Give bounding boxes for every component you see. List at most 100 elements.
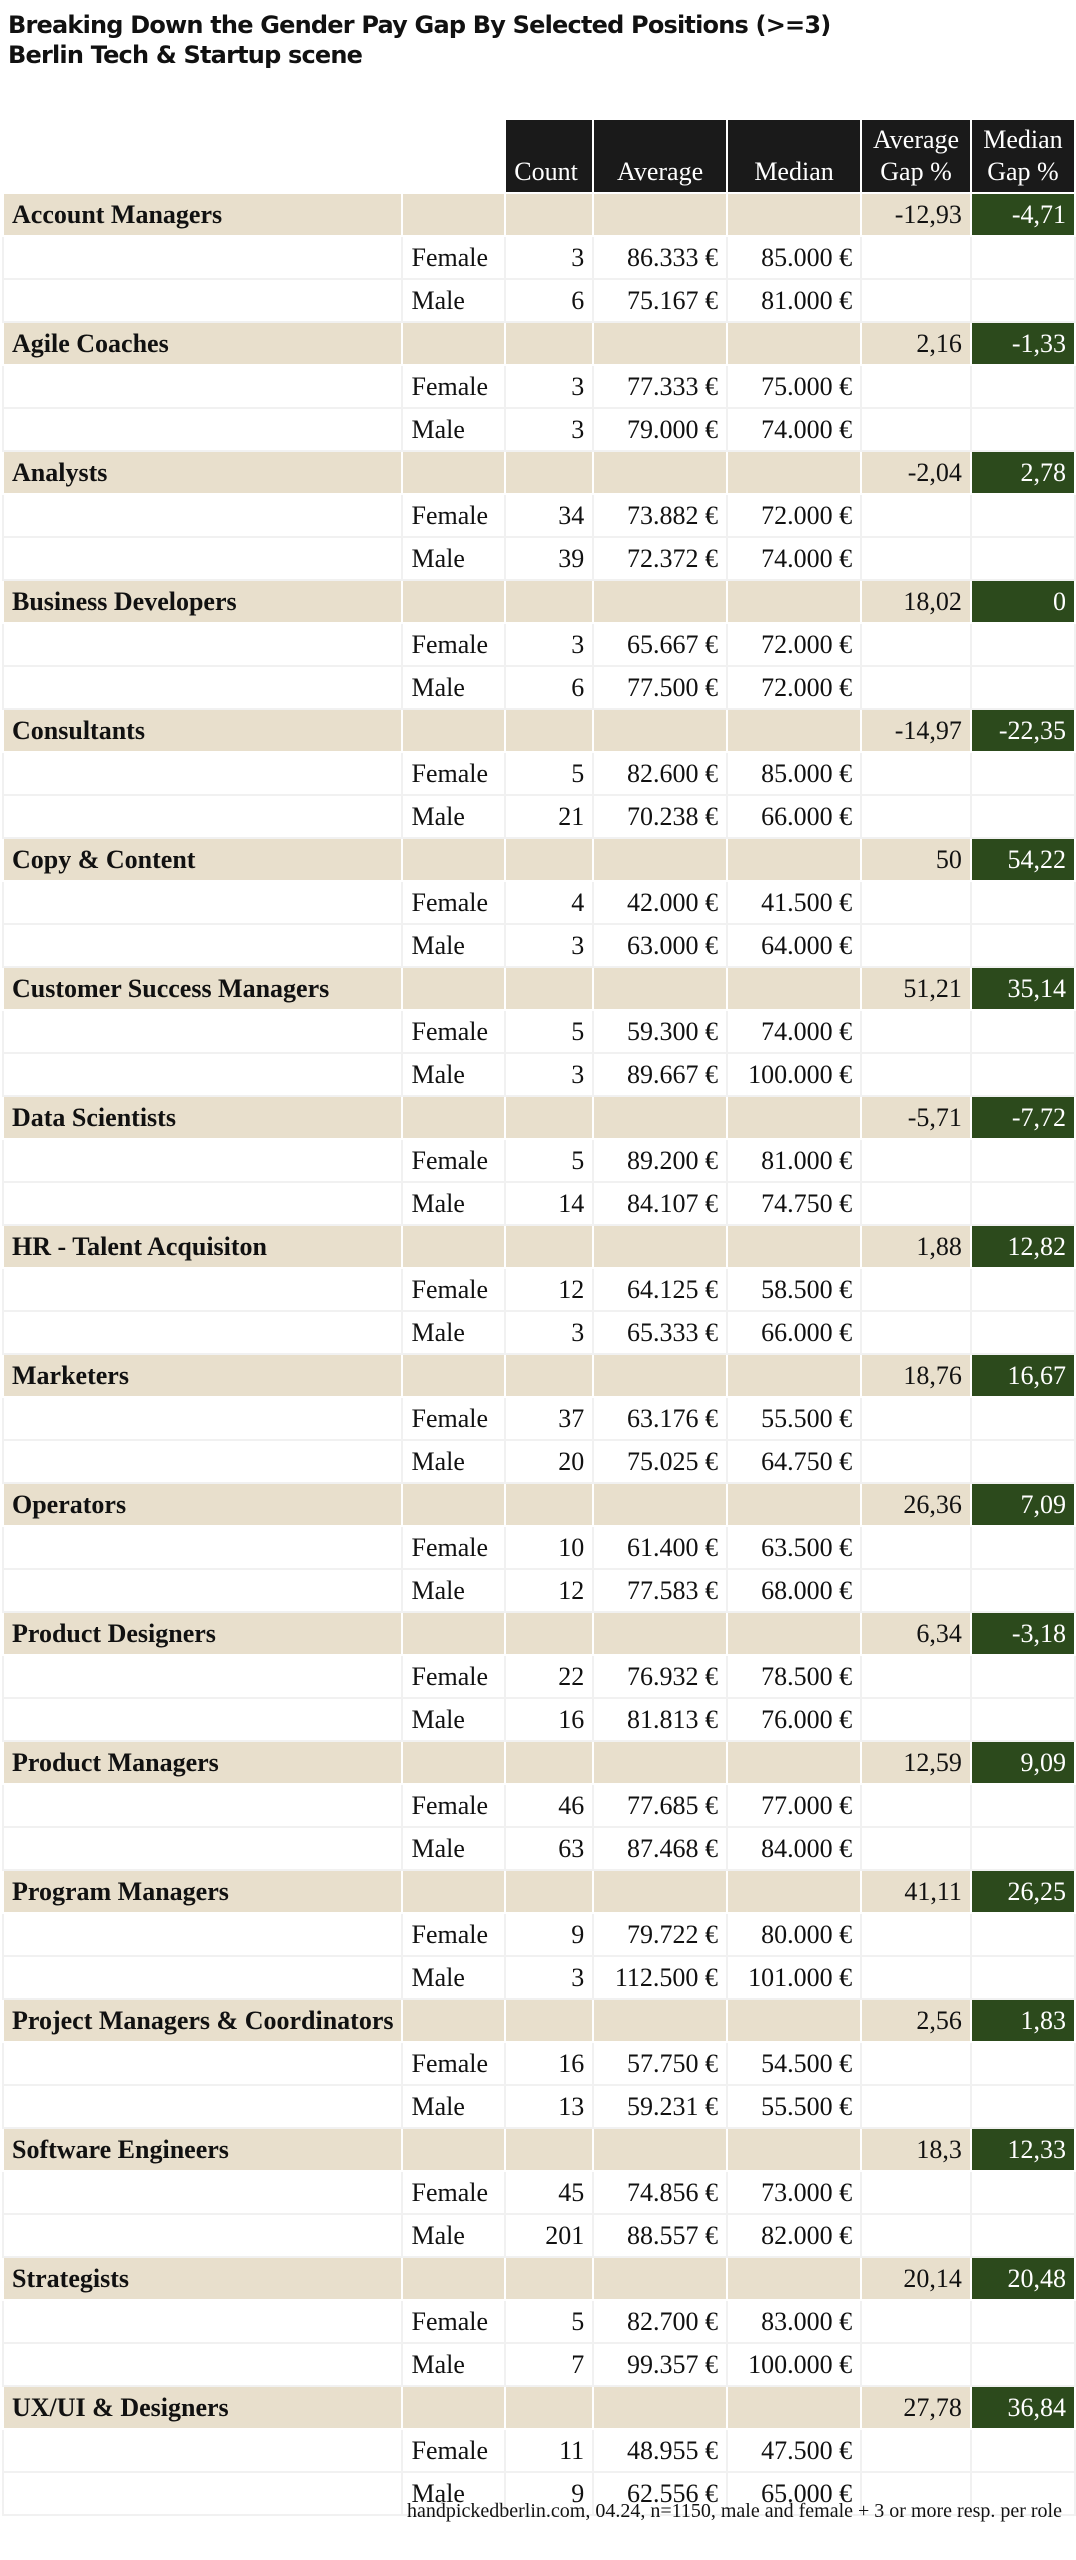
average-gap: -2,04	[860, 450, 972, 495]
empty-cell	[725, 708, 863, 753]
empty-cell	[1, 2299, 404, 2344]
gender: Female	[401, 364, 507, 409]
count: 46	[504, 1783, 595, 1828]
empty-cell	[1, 2342, 404, 2387]
gender: Male	[401, 1310, 507, 1355]
empty-cell	[725, 321, 863, 366]
average-gap: 18,76	[860, 1353, 972, 1398]
empty-cell	[969, 1052, 1076, 1097]
average-salary: 87.468 €	[592, 1826, 728, 1871]
empty-cell	[1, 751, 404, 796]
empty-cell	[860, 407, 972, 452]
average-gap: 2,56	[860, 1998, 972, 2043]
table-row: Male 3 112.500 €101.000 €	[1, 1955, 1076, 2000]
median-salary: 58.500 €	[725, 1267, 863, 1312]
empty-cell	[860, 1396, 972, 1441]
empty-cell	[401, 966, 507, 1011]
average-salary: 64.125 €	[592, 1267, 728, 1312]
empty-cell	[860, 665, 972, 710]
group-row: Agile Coaches 2,16 -1,33	[1, 321, 1076, 366]
median-salary: 85.000 €	[725, 751, 863, 796]
median-salary: 66.000 €	[725, 1310, 863, 1355]
empty-cell	[969, 1568, 1076, 1613]
count: 16	[504, 1697, 595, 1742]
empty-cell	[969, 1783, 1076, 1828]
empty-cell	[969, 493, 1076, 538]
table-row: Male 3 63.000 €64.000 €	[1, 923, 1076, 968]
group-row: Marketers 18,76 16,67	[1, 1353, 1076, 1398]
average-gap: -12,93	[860, 192, 972, 237]
median-salary: 63.500 €	[725, 1525, 863, 1570]
average-salary: 65.667 €	[592, 622, 728, 667]
median-gap: 16,67	[969, 1353, 1076, 1398]
median-salary: 73.000 €	[725, 2170, 863, 2215]
empty-cell	[1, 1267, 404, 1312]
median-salary: 76.000 €	[725, 1697, 863, 1742]
count: 3	[504, 364, 595, 409]
empty-cell	[969, 2213, 1076, 2258]
gender: Male	[401, 923, 507, 968]
gender: Male	[401, 536, 507, 581]
gender: Male	[401, 2084, 507, 2129]
gender: Male	[401, 407, 507, 452]
median-salary: 64.000 €	[725, 923, 863, 968]
empty-cell	[969, 235, 1076, 280]
median-gap: 12,82	[969, 1224, 1076, 1269]
count: 3	[504, 1310, 595, 1355]
empty-cell	[860, 1826, 972, 1871]
median-salary: 101.000 €	[725, 1955, 863, 2000]
table-row: Female 11 48.955 €47.500 €	[1, 2428, 1076, 2473]
count: 201	[504, 2213, 595, 2258]
gender: Female	[401, 1783, 507, 1828]
average-gap: 27,78	[860, 2385, 972, 2430]
empty-cell	[1, 1525, 404, 1570]
median-salary: 81.000 €	[725, 1138, 863, 1183]
average-salary: 82.700 €	[592, 2299, 728, 2344]
empty-cell	[504, 321, 595, 366]
empty-cell	[860, 1267, 972, 1312]
average-salary: 48.955 €	[592, 2428, 728, 2473]
empty-cell	[725, 966, 863, 1011]
empty-cell	[1, 923, 404, 968]
position-name: Copy & Content	[1, 837, 404, 882]
empty-cell	[725, 1869, 863, 1914]
median-gap: 36,84	[969, 2385, 1076, 2430]
count: 12	[504, 1267, 595, 1312]
position-name: HR - Talent Acquisiton	[1, 1224, 404, 1269]
gender: Female	[401, 751, 507, 796]
empty-cell	[1, 1439, 404, 1484]
median-salary: 72.000 €	[725, 493, 863, 538]
empty-cell	[860, 1783, 972, 1828]
empty-cell	[592, 2385, 728, 2430]
empty-cell	[860, 1138, 972, 1183]
group-row: UX/UI & Designers 27,78 36,84	[1, 2385, 1076, 2430]
median-salary: 80.000 €	[725, 1912, 863, 1957]
median-salary: 74.000 €	[725, 407, 863, 452]
average-salary: 75.167 €	[592, 278, 728, 323]
empty-cell	[969, 536, 1076, 581]
average-salary: 59.300 €	[592, 1009, 728, 1054]
gender: Female	[401, 2428, 507, 2473]
median-salary: 64.750 €	[725, 1439, 863, 1484]
empty-cell	[860, 2471, 972, 2516]
median-salary: 55.500 €	[725, 2084, 863, 2129]
empty-cell	[592, 1224, 728, 1269]
group-row: Data Scientists -5,71 -7,72	[1, 1095, 1076, 1140]
empty-cell	[969, 751, 1076, 796]
count: 5	[504, 2299, 595, 2344]
empty-cell	[860, 536, 972, 581]
empty-cell	[592, 837, 728, 882]
count: 14	[504, 1181, 595, 1226]
count: 10	[504, 1525, 595, 1570]
table-row: Female 3 86.333 €85.000 €	[1, 235, 1076, 280]
group-row: Business Developers 18,02 0	[1, 579, 1076, 624]
average-gap: 6,34	[860, 1611, 972, 1656]
average-gap: 12,59	[860, 1740, 972, 1785]
empty-cell	[592, 1740, 728, 1785]
empty-cell	[504, 1611, 595, 1656]
gender: Male	[401, 2213, 507, 2258]
empty-cell	[860, 1439, 972, 1484]
empty-cell	[592, 579, 728, 624]
empty-cell	[969, 1181, 1076, 1226]
table-row: Female 45 74.856 €73.000 €	[1, 2170, 1076, 2215]
